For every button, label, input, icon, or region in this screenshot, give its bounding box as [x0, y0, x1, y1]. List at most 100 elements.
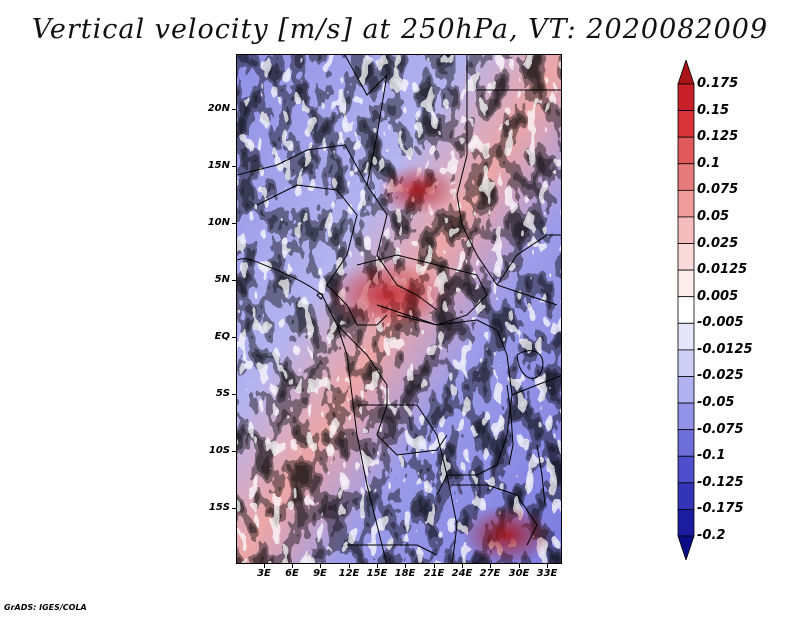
- lat-label-5n: 5N: [214, 274, 230, 285]
- nigeria-border: [256, 184, 358, 286]
- lat-tick: [232, 280, 236, 281]
- sudan-border: [456, 55, 558, 306]
- lat-tick: [232, 508, 236, 509]
- lon-label-33e: 33E: [536, 568, 558, 579]
- colorbar-label: 0.05: [697, 208, 730, 224]
- colorbar-label: -0.0125: [697, 341, 753, 357]
- lat-tick: [232, 166, 236, 167]
- lon-label-30e: 30E: [508, 568, 530, 579]
- lon-tick: [462, 564, 463, 568]
- updraft-core-north: [377, 165, 457, 215]
- chad-border: [366, 184, 438, 311]
- lake-malawi: [536, 444, 546, 506]
- lon-label-27e: 27E: [479, 568, 501, 579]
- colorbar-swatches: [677, 58, 695, 562]
- colorbar-label: -0.05: [697, 395, 735, 411]
- angola-border: [357, 404, 458, 563]
- colorbar-swatch: [677, 322, 695, 351]
- lon-label-15e: 15E: [366, 568, 388, 579]
- lat-label-10n: 10N: [207, 217, 230, 228]
- colorbar-arrow-top: [677, 58, 695, 85]
- zambia-border: [452, 484, 538, 546]
- lat-tick: [232, 337, 236, 338]
- lake-tanganyika: [506, 384, 514, 466]
- colorbar-swatch: [677, 136, 695, 165]
- colorbar-swatch: [677, 243, 695, 271]
- lat-label-5s: 5S: [215, 388, 230, 399]
- lon-label-3e: 3E: [257, 568, 271, 579]
- colorbar-swatch: [677, 110, 695, 138]
- colorbar-label: 0.075: [697, 182, 739, 198]
- chart-title: Vertical velocity [m/s] at 250hPa, VT: 2…: [31, 14, 769, 45]
- lon-label-24e: 24E: [451, 568, 473, 579]
- colorbar-swatch: [677, 376, 695, 404]
- lon-label-6e: 6E: [285, 568, 299, 579]
- colorbar-swatch: [677, 269, 695, 298]
- lat-label-15s: 15S: [208, 502, 230, 513]
- lat-tick: [232, 109, 236, 110]
- lon-label-18e: 18E: [394, 568, 416, 579]
- coastline-west-africa: [237, 258, 388, 563]
- colorbar-label: -0.025: [697, 368, 744, 384]
- colorbar-swatch: [677, 509, 695, 537]
- updraft-core-central: [327, 260, 447, 330]
- colorbar-label: 0.005: [697, 288, 739, 304]
- colorbar-swatch: [677, 349, 695, 377]
- colorbar-swatch: [677, 163, 695, 191]
- libya-border: [344, 55, 388, 186]
- colorbar-label: -0.125: [697, 474, 744, 490]
- colorbar-swatch: [677, 296, 695, 324]
- colorbar-label: -0.005: [697, 315, 744, 331]
- lat-tick: [232, 451, 236, 452]
- lon-tick: [320, 564, 321, 568]
- colorbar-swatch: [677, 83, 695, 111]
- updraft-core-south: [462, 505, 552, 563]
- colorbar-label: 0.0125: [697, 262, 748, 278]
- colorbar-label: 0.125: [697, 129, 739, 145]
- colorbar-swatch: [677, 216, 695, 244]
- country-borders: [237, 55, 561, 563]
- lon-tick: [519, 564, 520, 568]
- lat-label-20n: 20N: [207, 103, 230, 114]
- colorbar-swatch: [677, 402, 695, 431]
- colorbar-label: 0.1: [697, 155, 721, 171]
- map-panel: [236, 54, 562, 564]
- colorbar-swatch: [677, 189, 695, 218]
- lon-tick: [377, 564, 378, 568]
- lon-tick: [264, 564, 265, 568]
- car-border: [356, 254, 488, 326]
- colorbar-label: 0.025: [697, 235, 739, 251]
- lon-tick: [292, 564, 293, 568]
- niger-border: [237, 144, 368, 186]
- lat-label-10s: 10S: [208, 445, 230, 456]
- colorbar-label: 0.175: [697, 76, 739, 91]
- colorbar-swatch: [677, 455, 695, 484]
- lon-label-21e: 21E: [423, 568, 445, 579]
- lake-victoria: [516, 350, 544, 379]
- colorbar: [677, 58, 695, 564]
- lat-tick: [232, 394, 236, 395]
- lat-label-15n: 15N: [207, 160, 230, 171]
- tanzania-border: [511, 375, 561, 396]
- lon-label-12e: 12E: [338, 568, 360, 579]
- congo-border: [336, 324, 448, 456]
- namibia-border: [347, 544, 438, 556]
- colorbar-label: -0.075: [697, 421, 744, 437]
- lon-tick: [434, 564, 435, 568]
- bioko-island: [316, 292, 324, 300]
- lon-tick: [547, 564, 548, 568]
- colorbar-label: -0.1: [697, 448, 726, 464]
- colorbar-label: -0.175: [697, 501, 744, 517]
- footer-credit: GrADS: IGES/COLA: [4, 603, 87, 612]
- lat-tick: [232, 223, 236, 224]
- cameroon-border: [326, 284, 388, 326]
- colorbar-swatch: [677, 429, 695, 457]
- ethiopia-border: [496, 234, 561, 286]
- lon-tick: [490, 564, 491, 568]
- lon-tick: [405, 564, 406, 568]
- colorbar-label: -0.2: [697, 528, 726, 543]
- lon-label-9e: 9E: [313, 568, 327, 579]
- colorbar-label: 0.15: [697, 102, 730, 118]
- velocity-field: [237, 55, 561, 563]
- colorbar-swatch: [677, 482, 695, 510]
